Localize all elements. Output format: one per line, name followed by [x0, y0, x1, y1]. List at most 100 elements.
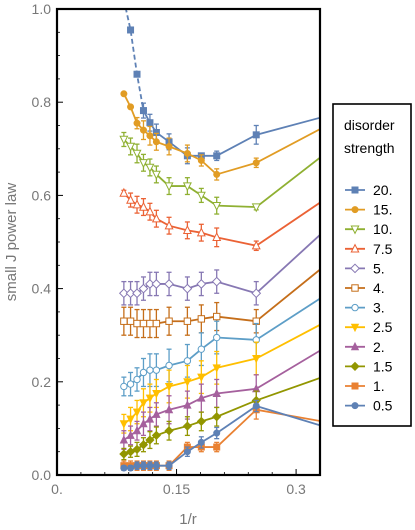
series-15p-point: [133, 119, 141, 127]
series-1p5-point: [145, 435, 155, 445]
series-2p5-point: [119, 420, 129, 429]
series-15p-point: [146, 132, 154, 140]
series-10p-point: [251, 203, 261, 213]
legend-entry-10p-label: 10.: [373, 221, 392, 237]
legend-title-line: strength: [344, 140, 395, 156]
series-0p5-point: [146, 462, 154, 470]
series-4p-point: [139, 319, 148, 328]
legend-entry-10p-swatch-marker: [350, 225, 360, 235]
series-2p-point: [119, 435, 129, 444]
plot-clip-group: [118, 9, 320, 472]
series-7p5-point: [212, 232, 222, 242]
series-15p-point: [139, 126, 147, 134]
series-10p-point: [212, 201, 222, 211]
legend-entry-3p-swatch-marker: [351, 303, 359, 312]
series-0p5-point: [165, 462, 173, 470]
series-0p5-point: [127, 464, 135, 472]
legend-entry-0p5-label: 0.5: [373, 398, 393, 414]
series-1p5-point: [138, 440, 149, 450]
legend-entry-1p: 1.: [345, 378, 385, 394]
series-15p-point: [120, 90, 128, 98]
legend-entry-4p-label: 4.: [373, 280, 385, 296]
series-7p5-point: [119, 187, 129, 197]
series-2p5-point: [212, 364, 221, 373]
legend-entry-3p-label: 3.: [373, 300, 385, 316]
legend-entry-7p5-label: 7.5: [373, 241, 393, 257]
series-3p: [120, 297, 320, 397]
series-1p5-point: [151, 430, 162, 441]
series-10p-point: [132, 149, 142, 159]
series-3p-point: [126, 380, 135, 388]
series-3p-point: [213, 333, 221, 342]
legend-entry-1p-swatch-marker: [351, 382, 359, 390]
series-0p5-point: [120, 464, 128, 472]
x-tick-label: 0.: [51, 481, 63, 497]
legend-entries: 20. 15. 10. 7.5 5. 4. 3. 2.5 2. 1.5 1. 0.5: [345, 182, 393, 414]
series-0p5-point: [183, 448, 191, 456]
series-3p-point: [152, 366, 161, 374]
series-15p-point: [152, 138, 160, 146]
y-tick-label: 0.0: [32, 467, 52, 483]
series-15p-point: [183, 149, 191, 157]
series-0p5-point: [152, 462, 160, 470]
legend-entry-5p-swatch-marker: [350, 263, 360, 274]
series-15p: [120, 90, 320, 181]
series-7p5-point: [164, 220, 174, 230]
series-2p5-point: [132, 408, 142, 417]
legend-entry-1p5-swatch-marker: [350, 361, 360, 372]
legend-entry-5p-label: 5.: [373, 260, 385, 276]
series-4p-point: [213, 312, 221, 321]
series-7p5-point: [251, 240, 261, 250]
series-10p-point: [182, 182, 192, 192]
legend-entry-4p: 4.: [345, 280, 385, 296]
legend-entry-15p: 15.: [345, 202, 392, 218]
series-2p-point: [197, 393, 206, 402]
series-2p: [119, 349, 320, 451]
legend-entry-2p-label: 2.: [373, 339, 385, 355]
series-7p5-point: [151, 213, 161, 223]
legend-entry-20p-label: 20.: [373, 182, 392, 198]
series-5p-point: [182, 283, 193, 294]
series-7p5-point: [145, 206, 155, 216]
legend-entry-5p: 5.: [345, 260, 385, 276]
series-5p-point: [211, 276, 222, 287]
series-7p5-point: [182, 225, 192, 235]
series-3p-point: [183, 357, 192, 365]
series-1p: [120, 399, 320, 471]
series-10p-point: [196, 191, 206, 201]
series-4p-point: [146, 319, 154, 328]
legend-entry-7p5: 7.5: [345, 241, 393, 257]
series-10p-point: [119, 135, 129, 145]
series-2p-point: [164, 404, 174, 414]
series-0p5-point: [252, 402, 260, 410]
series-2p-point: [152, 409, 161, 418]
series-1p5-point: [164, 426, 174, 436]
series-5p-point: [164, 279, 174, 289]
y-tick-label: 0.8: [32, 94, 52, 110]
series-1p5-point: [196, 416, 206, 427]
series-3p-point: [139, 368, 148, 377]
series-7p5-point: [138, 201, 148, 211]
legend-entry-4p-swatch-marker: [351, 284, 359, 292]
series-1p5-point: [119, 449, 129, 459]
series-5p-point: [145, 279, 155, 289]
series-1p5: [119, 377, 320, 461]
legend-entry-15p-swatch-marker: [351, 206, 359, 214]
series-20p-point: [213, 152, 221, 160]
series-5p-point: [251, 288, 262, 299]
series-15p-point: [213, 170, 221, 178]
x-tick-label: 0.15: [163, 481, 190, 497]
series-0p5-point: [197, 438, 205, 446]
series-0p5-point: [213, 429, 221, 437]
series-0p5-point: [139, 462, 147, 470]
legend-entry-2p: 2.: [345, 339, 385, 355]
series-5p-point: [132, 288, 142, 299]
series-10p-point: [126, 142, 136, 152]
series-5p: [118, 233, 320, 306]
legend-entry-1p5-label: 1.5: [373, 358, 393, 374]
series-15p-point: [252, 159, 260, 167]
series-10p-point: [151, 170, 161, 180]
series-1p-point: [213, 443, 221, 451]
legend-entry-1p-label: 1.: [373, 378, 385, 394]
